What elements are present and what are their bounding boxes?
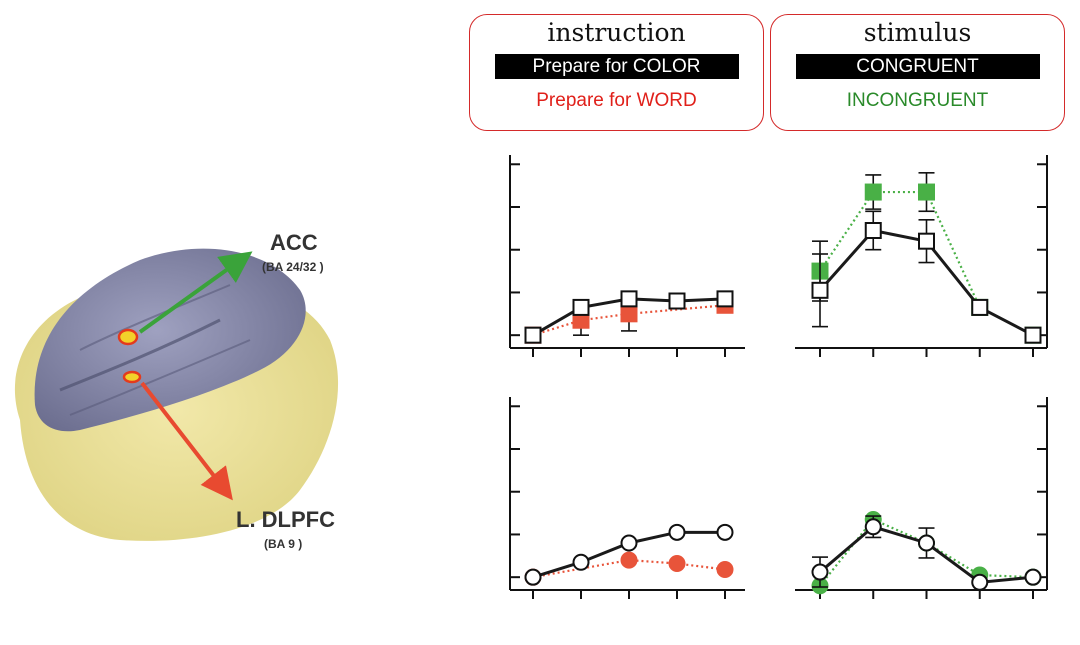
dlpfc-sublabel: (BA 9 )	[264, 537, 302, 551]
brain-illustration: ACC (BA 24/32 ) L. DLPFC (BA 9 )	[14, 230, 339, 551]
data-point-black	[811, 281, 829, 299]
data-point-black	[716, 523, 734, 541]
instruction-legend: instruction Prepare for COLOR Prepare fo…	[469, 14, 764, 131]
stimulus-legend-black-item: CONGRUENT	[795, 54, 1040, 79]
data-point-black	[524, 568, 542, 586]
dlpfc-arrow	[140, 381, 233, 501]
instruction-legend-colored-item: Prepare for WORD	[536, 90, 697, 111]
data-point-green	[918, 183, 935, 201]
dlpfc-label: L. DLPFC	[236, 507, 335, 532]
instruction-legend-black-item: Prepare for COLOR	[494, 54, 739, 79]
data-point-black	[668, 523, 686, 541]
acc-instruction-plot	[509, 155, 745, 357]
data-point-red	[668, 555, 686, 573]
data-point-black	[864, 222, 882, 239]
data-point-black	[864, 518, 882, 536]
dlpfc-stimulus-plot	[795, 397, 1048, 599]
acc-arrow	[138, 251, 253, 334]
data-point-black	[918, 232, 935, 250]
data-point-black	[918, 534, 935, 552]
data-point-black	[524, 326, 542, 344]
data-point-green	[864, 183, 882, 201]
acc-label: ACC	[270, 230, 318, 255]
stimulus-legend-colored-item: INCONGRUENT	[846, 90, 989, 111]
dlpfc-activation	[122, 370, 142, 384]
acc-stimulus-plot	[795, 155, 1048, 357]
data-point-black	[1024, 568, 1042, 586]
data-point-black	[620, 534, 638, 552]
data-point-black	[620, 290, 638, 308]
acc-activation	[117, 328, 139, 346]
data-point-red	[620, 551, 638, 569]
data-point-black	[572, 553, 590, 571]
series-line-red	[532, 558, 726, 579]
series-line-green	[819, 190, 1034, 337]
data-point-black	[716, 290, 734, 308]
series-line-red	[532, 304, 726, 337]
data-point-black	[811, 563, 829, 581]
instruction-legend-title: instruction	[547, 18, 686, 47]
data-point-red	[620, 305, 638, 323]
data-point-black	[668, 292, 686, 310]
dlpfc-instruction-plot	[509, 397, 745, 599]
data-point-red	[716, 560, 734, 578]
cortex-surface	[34, 248, 306, 432]
data-point-black	[572, 298, 590, 316]
stimulus-legend-title: stimulus	[863, 18, 972, 47]
data-point-black	[1024, 326, 1042, 344]
stimulus-legend: stimulus CONGRUENT INCONGRUENT	[770, 14, 1065, 131]
data-point-black	[971, 298, 989, 316]
data-point-black	[971, 573, 989, 591]
acc-sublabel: (BA 24/32 )	[262, 260, 324, 274]
